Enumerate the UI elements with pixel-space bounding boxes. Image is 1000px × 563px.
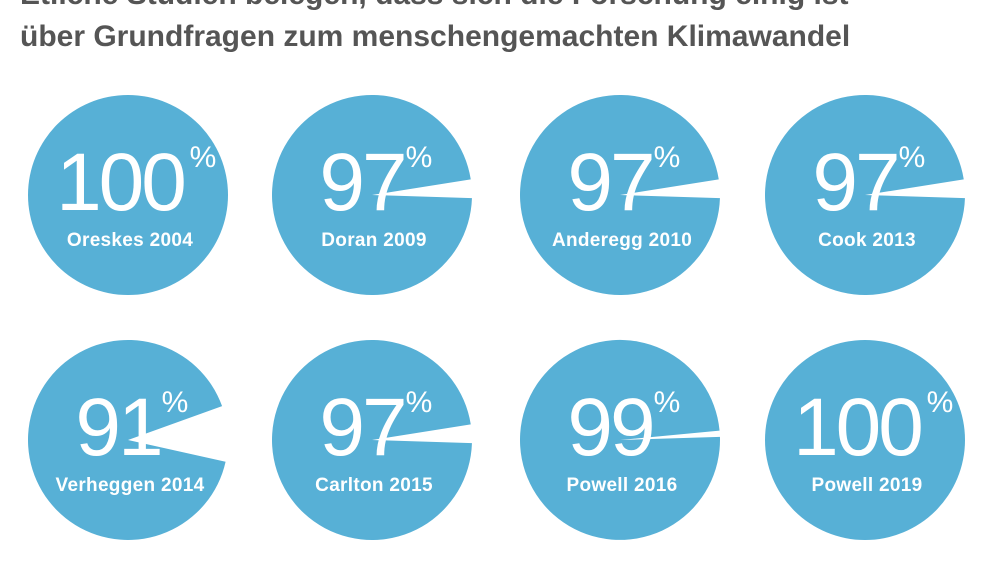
study-label: Anderegg 2010 <box>552 230 692 251</box>
study-pie: 100 % Oreskes 2004 <box>28 95 228 295</box>
study-label: Doran 2009 <box>321 230 426 251</box>
study-pie: 97 % Anderegg 2010 <box>519 94 720 295</box>
pie-slice-consensus <box>764 94 965 295</box>
study-pie: 97 % Cook 2013 <box>764 94 965 295</box>
percent-value: 97 <box>567 137 652 228</box>
percent-sign: % <box>406 386 433 419</box>
study-label: Cook 2013 <box>818 230 916 251</box>
study-pie: 97 % Doran 2009 <box>271 94 472 295</box>
percent-value: 97 <box>319 382 404 473</box>
pie-slice-consensus <box>271 94 472 295</box>
chart-title-line-1: Etliche Studien belegen, dass sich die F… <box>20 0 849 12</box>
percent-sign: % <box>899 141 926 174</box>
percent-value: 97 <box>812 137 897 228</box>
chart-title-line-2: über Grundfragen zum menschengemachten K… <box>20 20 851 53</box>
pie-slice-consensus <box>28 95 228 295</box>
study-label: Powell 2016 <box>566 475 677 496</box>
percent-value: 99 <box>567 382 652 473</box>
percent-value: 100 <box>56 137 184 228</box>
percent-value: 97 <box>319 137 404 228</box>
pie-slice-consensus <box>519 339 720 540</box>
study-pie: 97 % Carlton 2015 <box>271 339 472 540</box>
study-label: Carlton 2015 <box>315 475 433 496</box>
percent-sign: % <box>162 386 189 419</box>
pie-slice-consensus <box>27 339 226 540</box>
study-label: Oreskes 2004 <box>67 230 193 251</box>
study-label: Verheggen 2014 <box>56 475 205 496</box>
percent-sign: % <box>654 141 681 174</box>
percent-sign: % <box>927 386 954 419</box>
percent-sign: % <box>654 386 681 419</box>
pie-slice-consensus <box>765 340 965 540</box>
study-label: Powell 2019 <box>811 475 922 496</box>
percent-value: 100 <box>793 382 921 473</box>
study-pie: 99 % Powell 2016 <box>519 339 720 540</box>
pie-slice-consensus <box>271 339 472 540</box>
percent-sign: % <box>190 141 217 174</box>
percent-sign: % <box>406 141 433 174</box>
percent-value: 91 <box>75 382 160 473</box>
study-pie: 91 % Verheggen 2014 <box>27 339 226 540</box>
pie-slice-consensus <box>519 94 720 295</box>
study-pie: 100 % Powell 2019 <box>765 340 965 540</box>
